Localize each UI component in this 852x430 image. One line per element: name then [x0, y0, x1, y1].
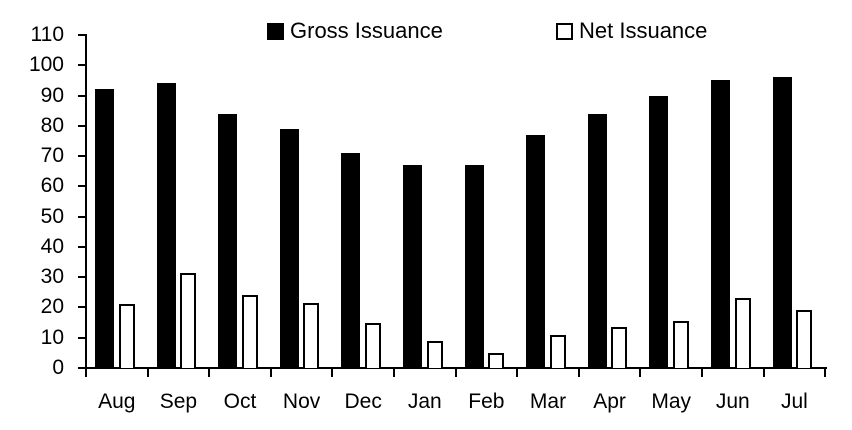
y-axis-tick-label: 70 — [40, 144, 64, 168]
net-issuance-bar — [488, 352, 505, 368]
y-axis-tick-label: 40 — [40, 234, 64, 258]
gross-issuance-bar — [711, 80, 730, 368]
x-axis-tick — [824, 368, 827, 377]
net-issuance-bar — [364, 322, 381, 368]
x-axis-tick — [146, 368, 149, 377]
month-label: Mar — [529, 390, 567, 413]
gross-issuance-bar — [464, 165, 484, 368]
x-axis-tick — [701, 368, 703, 377]
gross-issuance-bar — [403, 165, 422, 368]
y-axis-tick — [78, 64, 86, 67]
x-axis-tick — [208, 368, 211, 377]
y-axis-tick — [78, 94, 86, 97]
gross-issuance-bar — [587, 113, 607, 368]
gross-issuance-legend-label: Gross Issuance — [290, 18, 443, 43]
y-axis-tick-label: 80 — [40, 113, 64, 137]
gross-issuance-bar — [95, 89, 114, 368]
y-axis-tick — [78, 155, 86, 158]
y-axis-tick-label: 0 — [52, 356, 64, 379]
month-label: May — [651, 390, 692, 413]
net-issuance-bar — [796, 310, 813, 368]
y-axis-tick-label: 110 — [30, 23, 64, 46]
y-axis-tick-label: 30 — [40, 265, 64, 289]
y-axis-tick — [78, 367, 86, 369]
y-axis-tick-label: 100 — [28, 53, 64, 77]
gross-issuance-bar — [279, 128, 299, 368]
x-axis-tick — [454, 368, 457, 377]
y-axis-tick-label: 20 — [40, 295, 64, 319]
x-axis-tick — [762, 368, 765, 377]
x-axis-tick — [393, 368, 395, 377]
month-label: Jun — [715, 390, 750, 413]
y-axis-tick — [78, 185, 86, 188]
y-axis-tick-label: 10 — [40, 325, 64, 349]
x-axis-tick — [269, 368, 272, 377]
net-issuance-bar — [549, 334, 566, 368]
month-label: Feb — [468, 390, 505, 413]
net-issuance-bar — [180, 272, 197, 368]
y-axis-tick — [78, 34, 86, 36]
net-issuance-bar — [611, 327, 628, 368]
gross-issuance-swatch-icon — [267, 22, 284, 40]
month-label: Oct — [223, 390, 257, 413]
month-label: Apr — [593, 390, 626, 413]
x-axis-line — [78, 367, 828, 369]
y-axis-tick — [78, 336, 86, 339]
x-axis-tick — [639, 368, 642, 377]
net-issuance-swatch-icon — [556, 22, 573, 40]
net-issuance-bar — [672, 321, 689, 368]
y-axis-tick — [78, 124, 86, 127]
y-axis-tick — [78, 245, 86, 248]
month-label: Nov — [282, 390, 321, 413]
x-axis-tick — [85, 368, 87, 377]
x-axis-tick — [331, 368, 334, 377]
legend-item-net-issuance: Net Issuance — [556, 20, 707, 42]
net-issuance-bar — [426, 340, 443, 368]
y-axis-tick-label: 90 — [40, 83, 64, 107]
y-axis-tick-label: 50 — [40, 204, 64, 228]
net-issuance-bar — [241, 295, 258, 368]
x-axis-tick — [577, 368, 580, 377]
month-label: Jul — [780, 390, 808, 413]
gross-issuance-bar — [772, 77, 792, 368]
month-label: Jan — [407, 390, 442, 413]
month-label: Aug — [98, 390, 136, 413]
month-label: Dec — [344, 390, 382, 413]
net-issuance-bar — [734, 298, 751, 368]
y-axis-tick — [78, 276, 86, 279]
gross-issuance-bar — [156, 83, 176, 368]
x-axis-tick — [516, 368, 519, 377]
net-issuance-legend-label: Net Issuance — [579, 18, 708, 43]
legend-item-gross-issuance: Gross Issuance — [267, 20, 443, 42]
month-label: Sep — [159, 390, 198, 413]
y-axis-tick — [78, 215, 86, 218]
y-axis-tick — [78, 306, 86, 309]
y-axis-line — [85, 34, 87, 370]
gross-issuance-bar — [341, 153, 361, 368]
gross-issuance-bar — [218, 113, 238, 368]
y-axis-tick-label: 60 — [40, 174, 64, 198]
gross-issuance-bar — [526, 134, 546, 368]
gross-issuance-bar — [649, 95, 669, 368]
net-issuance-bar — [303, 302, 320, 368]
net-issuance-bar — [118, 304, 135, 368]
